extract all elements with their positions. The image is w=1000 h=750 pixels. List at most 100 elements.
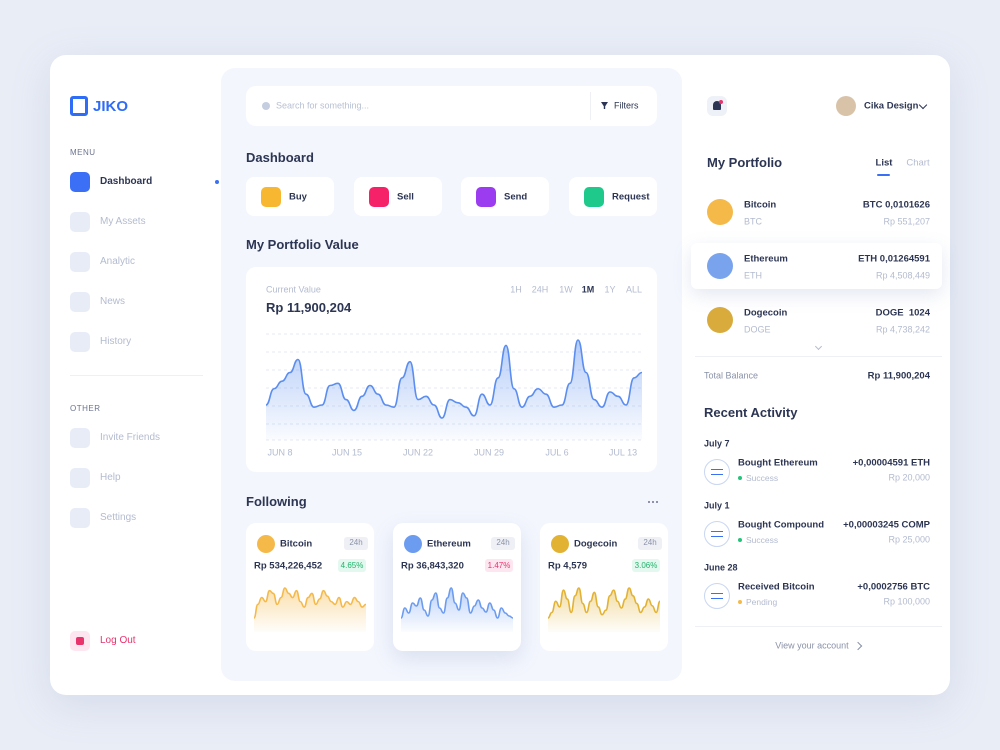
coin-icon (707, 199, 733, 225)
area-fill (401, 588, 513, 632)
search-icon (262, 102, 270, 110)
search-divider (590, 92, 591, 120)
logout-glyph (76, 637, 84, 645)
search-placeholder[interactable]: Search for something... (276, 100, 370, 111)
x-tick-label: JUL 6 (545, 447, 569, 458)
activity-title: Bought Compound (738, 519, 825, 531)
asset-name[interactable]: Bitcoin (744, 199, 777, 211)
activity-title: Bought Ethereum (738, 457, 818, 469)
activity-value: Rp 25,000 (888, 534, 930, 545)
menu-item[interactable]: History (100, 336, 132, 347)
asset-name[interactable]: Ethereum (744, 253, 788, 265)
menu-item[interactable]: Settings (100, 512, 137, 523)
range-tab[interactable]: 1M (581, 284, 595, 295)
bell-dot (719, 100, 723, 104)
activity-amount: +0,00004591 ETH (852, 457, 930, 469)
tab[interactable]: List (875, 157, 893, 169)
action-icon (369, 187, 389, 207)
asset-name[interactable]: Dogecoin (744, 307, 788, 319)
activity-date: July 7 (704, 438, 730, 449)
sidebar-divider (70, 375, 203, 376)
change-label: 1.47% (487, 561, 511, 571)
range-tab[interactable]: 1Y (604, 284, 616, 295)
coin-icon (404, 535, 422, 553)
action-label[interactable]: Sell (397, 191, 414, 203)
menu-icon (70, 508, 90, 528)
action-button[interactable] (461, 177, 549, 216)
avatar[interactable] (836, 96, 856, 116)
filters-button[interactable]: Filters (614, 100, 639, 111)
menu-item[interactable]: My Assets (100, 216, 146, 227)
range-tab[interactable]: 1W (559, 284, 573, 295)
period-label: 24h (349, 538, 363, 548)
activity-date: June 28 (704, 562, 738, 573)
area-fill (266, 340, 642, 440)
menu-item[interactable]: News (100, 296, 126, 307)
more-dot (648, 501, 650, 503)
area-fill (548, 588, 660, 632)
divider (695, 626, 942, 627)
range-tab[interactable]: ALL (625, 284, 643, 295)
action-icon (261, 187, 281, 207)
activity-amount: +0,0002756 BTC (857, 581, 930, 593)
filter-icon (601, 102, 608, 109)
period-badge (344, 537, 368, 550)
menu-item[interactable]: Dashboard (100, 176, 153, 187)
menu-icon (70, 428, 90, 448)
logo-icon (70, 96, 88, 116)
action-icon (476, 187, 496, 207)
view-account-link[interactable]: View your account (775, 640, 849, 651)
more-dot (652, 501, 654, 503)
status-dot (738, 600, 742, 604)
status-dot (738, 538, 742, 542)
tab[interactable]: Chart (906, 157, 930, 169)
x-tick-label: JUN 29 (473, 447, 505, 458)
section-title: Recent Activity (704, 405, 798, 421)
action-button[interactable] (246, 177, 334, 216)
activity-icon (704, 583, 730, 609)
section-title: Following (246, 494, 307, 510)
total-label: Total Balance (704, 370, 759, 381)
action-button[interactable] (569, 177, 657, 216)
action-icon (584, 187, 604, 207)
activity-glyph (711, 469, 723, 475)
x-tick-label: JUL 13 (608, 447, 638, 458)
line (253, 587, 367, 619)
range-tab[interactable]: 24H (531, 284, 549, 295)
menu-item[interactable]: Analytic (100, 256, 136, 267)
activity-value: Rp 100,000 (883, 596, 930, 607)
activity-status: Success (746, 534, 779, 545)
activity-title: Received Bitcoin (738, 581, 815, 593)
action-label[interactable]: Request (612, 191, 650, 203)
action-label[interactable]: Buy (289, 191, 307, 203)
coin-name: Ethereum (427, 538, 471, 550)
line (400, 587, 514, 619)
current-value: Rp 11,900,204 (266, 300, 352, 316)
range-tab[interactable]: 1H (510, 284, 522, 295)
search-box[interactable] (246, 86, 657, 126)
total-value: Rp 11,900,204 (867, 370, 930, 382)
x-tick-label: JUN 15 (331, 447, 363, 458)
menu-item[interactable]: Invite Friends (100, 432, 161, 443)
menu-icon (70, 212, 90, 232)
brand-name: JIKO (93, 98, 129, 115)
logout-link[interactable]: Log Out (100, 635, 136, 646)
asset-amount: DOGE 1024 (875, 307, 930, 319)
action-label[interactable]: Send (504, 191, 528, 203)
menu-item[interactable]: Help (100, 472, 121, 483)
action-button[interactable] (354, 177, 442, 216)
coin-name: Bitcoin (280, 538, 313, 550)
section-title: Dashboard (246, 150, 314, 166)
active-dot (215, 180, 219, 184)
section-title: My Portfolio Value (246, 237, 359, 253)
period-badge (491, 537, 515, 550)
change-label: 3.06% (634, 561, 658, 571)
change-badge (632, 559, 660, 572)
x-tick-label: JUN 22 (402, 447, 434, 458)
activity-status: Pending (746, 596, 778, 607)
menu-icon (70, 172, 90, 192)
user-name[interactable]: Cika Design (864, 100, 919, 112)
menu-icon (70, 332, 90, 352)
